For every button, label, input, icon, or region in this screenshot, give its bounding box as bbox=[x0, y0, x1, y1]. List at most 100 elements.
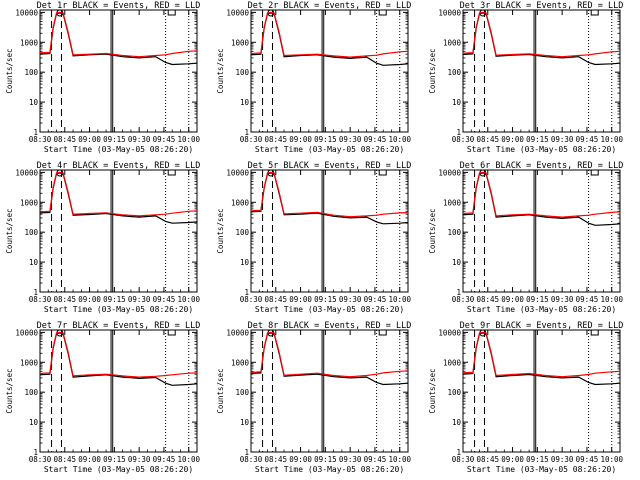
y-tick-label: 10000 bbox=[226, 8, 249, 17]
y-tick-label: 100 bbox=[24, 68, 38, 77]
y-tick-label: 10 bbox=[240, 258, 250, 267]
x-tick-label: 09:30 bbox=[128, 135, 151, 144]
lld-series-line bbox=[250, 11, 409, 58]
x-tick-label: 09:45 bbox=[153, 455, 176, 464]
y-tick-label: 1 bbox=[33, 128, 38, 137]
x-tick-label: 08:30 bbox=[240, 295, 263, 304]
x-tick-label: 08:45 bbox=[265, 135, 288, 144]
y-tick-label: 10 bbox=[29, 258, 39, 267]
x-tick-label: 09:15 bbox=[314, 135, 337, 144]
y-tick-label: 1000 bbox=[20, 38, 39, 47]
detector-panel-6: Det_6r BLACK = Events, RED = LLD 1 10 100 10… bbox=[428, 161, 624, 314]
x-tick-label: 08:30 bbox=[29, 135, 52, 144]
x-tick-label: 08:30 bbox=[240, 455, 263, 464]
y-tick-label: 1000 bbox=[443, 198, 462, 207]
plot-frame bbox=[250, 169, 409, 293]
x-tick-label: 10:00 bbox=[177, 455, 200, 464]
x-tick-label: 08:45 bbox=[54, 295, 77, 304]
events-series-line bbox=[39, 172, 198, 224]
x-axis-label: Start Time (03-May-05 08:26:20) bbox=[467, 305, 616, 314]
y-tick-label: 1000 bbox=[443, 358, 462, 367]
x-tick-label: 09:15 bbox=[103, 455, 126, 464]
x-tick-label: 08:45 bbox=[477, 295, 500, 304]
y-tick-label: 100 bbox=[447, 68, 461, 77]
bracket-marker bbox=[378, 330, 387, 336]
x-tick-label: 10:00 bbox=[388, 455, 411, 464]
x-tick-label: 10:00 bbox=[600, 135, 623, 144]
y-tick-label: 10 bbox=[452, 258, 462, 267]
plot-frame bbox=[462, 169, 621, 293]
x-tick-label: 09:00 bbox=[78, 135, 101, 144]
panel-title: Det_3r BLACK = Events, RED = LLD bbox=[460, 1, 624, 11]
lld-series-line bbox=[462, 331, 621, 378]
detector-panel-5: Det_5r BLACK = Events, RED = LLD 1 10 100 10… bbox=[216, 161, 412, 314]
x-tick-label: 10:00 bbox=[388, 135, 411, 144]
x-tick-label: 08:30 bbox=[29, 295, 52, 304]
plot-frame bbox=[39, 329, 198, 453]
y-tick-label: 1 bbox=[244, 128, 249, 137]
y-axis-label: Counts/sec bbox=[5, 48, 14, 93]
y-axis-label: Counts/sec bbox=[216, 48, 225, 93]
x-tick-label: 09:00 bbox=[289, 135, 312, 144]
x-tick-label: 09:15 bbox=[103, 295, 126, 304]
y-axis-label: Counts/sec bbox=[428, 208, 437, 253]
y-tick-label: 1 bbox=[456, 288, 461, 297]
x-axis-label: Start Time (03-May-05 08:26:20) bbox=[255, 465, 404, 474]
y-tick-label: 10000 bbox=[226, 168, 249, 177]
x-tick-label: 09:30 bbox=[551, 295, 574, 304]
lld-series-line bbox=[250, 331, 409, 378]
x-tick-label: 09:45 bbox=[576, 455, 599, 464]
plot-frame bbox=[462, 9, 621, 133]
lld-series-line bbox=[39, 171, 198, 217]
y-tick-label: 1 bbox=[244, 448, 249, 457]
x-tick-label: 08:30 bbox=[240, 135, 263, 144]
x-axis-label: Start Time (03-May-05 08:26:20) bbox=[44, 465, 193, 474]
x-axis-label: Start Time (03-May-05 08:26:20) bbox=[255, 145, 404, 154]
detector-panel-8: Det_8r BLACK = Events, RED = LLD 1 10 100 10… bbox=[216, 321, 412, 474]
y-tick-label: 100 bbox=[235, 388, 249, 397]
detector-panel-3: Det_3r BLACK = Events, RED = LLD 1 10 100 10… bbox=[428, 1, 624, 154]
x-tick-label: 08:45 bbox=[477, 135, 500, 144]
y-tick-label: 10 bbox=[452, 98, 462, 107]
x-tick-label: 09:30 bbox=[339, 295, 362, 304]
y-axis-label: Counts/sec bbox=[428, 368, 437, 413]
y-tick-label: 10000 bbox=[15, 168, 38, 177]
x-tick-label: 09:00 bbox=[501, 135, 524, 144]
x-axis-label: Start Time (03-May-05 08:26:20) bbox=[44, 145, 193, 154]
x-tick-label: 10:00 bbox=[177, 135, 200, 144]
x-tick-label: 08:45 bbox=[477, 455, 500, 464]
plot-frame bbox=[250, 329, 409, 453]
y-tick-label: 1000 bbox=[20, 198, 39, 207]
x-tick-label: 09:00 bbox=[501, 455, 524, 464]
y-tick-label: 1 bbox=[456, 128, 461, 137]
x-tick-label: 09:15 bbox=[314, 295, 337, 304]
x-tick-label: 09:15 bbox=[314, 455, 337, 464]
x-axis-label: Start Time (03-May-05 08:26:20) bbox=[44, 305, 193, 314]
x-tick-label: 09:45 bbox=[576, 295, 599, 304]
x-tick-label: 09:30 bbox=[339, 455, 362, 464]
y-tick-label: 10000 bbox=[15, 8, 38, 17]
x-tick-label: 09:45 bbox=[576, 135, 599, 144]
x-tick-label: 09:15 bbox=[103, 135, 126, 144]
detector-panel-1: Det_1r BLACK = Events, RED = LLD 1 10 100 10… bbox=[5, 1, 201, 154]
y-tick-label: 1000 bbox=[20, 358, 39, 367]
bracket-marker bbox=[590, 330, 599, 336]
x-tick-label: 09:00 bbox=[501, 295, 524, 304]
lld-series-line bbox=[39, 331, 198, 378]
events-series-line bbox=[39, 12, 198, 66]
x-tick-label: 09:30 bbox=[551, 455, 574, 464]
events-series-line bbox=[250, 12, 409, 66]
bracket-marker bbox=[590, 10, 599, 16]
detector-panel-2: Det_2r BLACK = Events, RED = LLD 1 10 100 10… bbox=[216, 1, 412, 154]
bracket-marker bbox=[167, 10, 176, 16]
bracket-marker bbox=[378, 170, 387, 176]
y-tick-label: 100 bbox=[447, 228, 461, 237]
y-tick-label: 100 bbox=[24, 388, 38, 397]
x-axis-label: Start Time (03-May-05 08:26:20) bbox=[255, 305, 404, 314]
y-tick-label: 10000 bbox=[438, 8, 461, 17]
lld-series-line bbox=[250, 171, 409, 218]
panel-title: Det_7r BLACK = Events, RED = LLD bbox=[37, 321, 201, 331]
plot-frame bbox=[39, 169, 198, 293]
y-tick-label: 10 bbox=[240, 418, 250, 427]
